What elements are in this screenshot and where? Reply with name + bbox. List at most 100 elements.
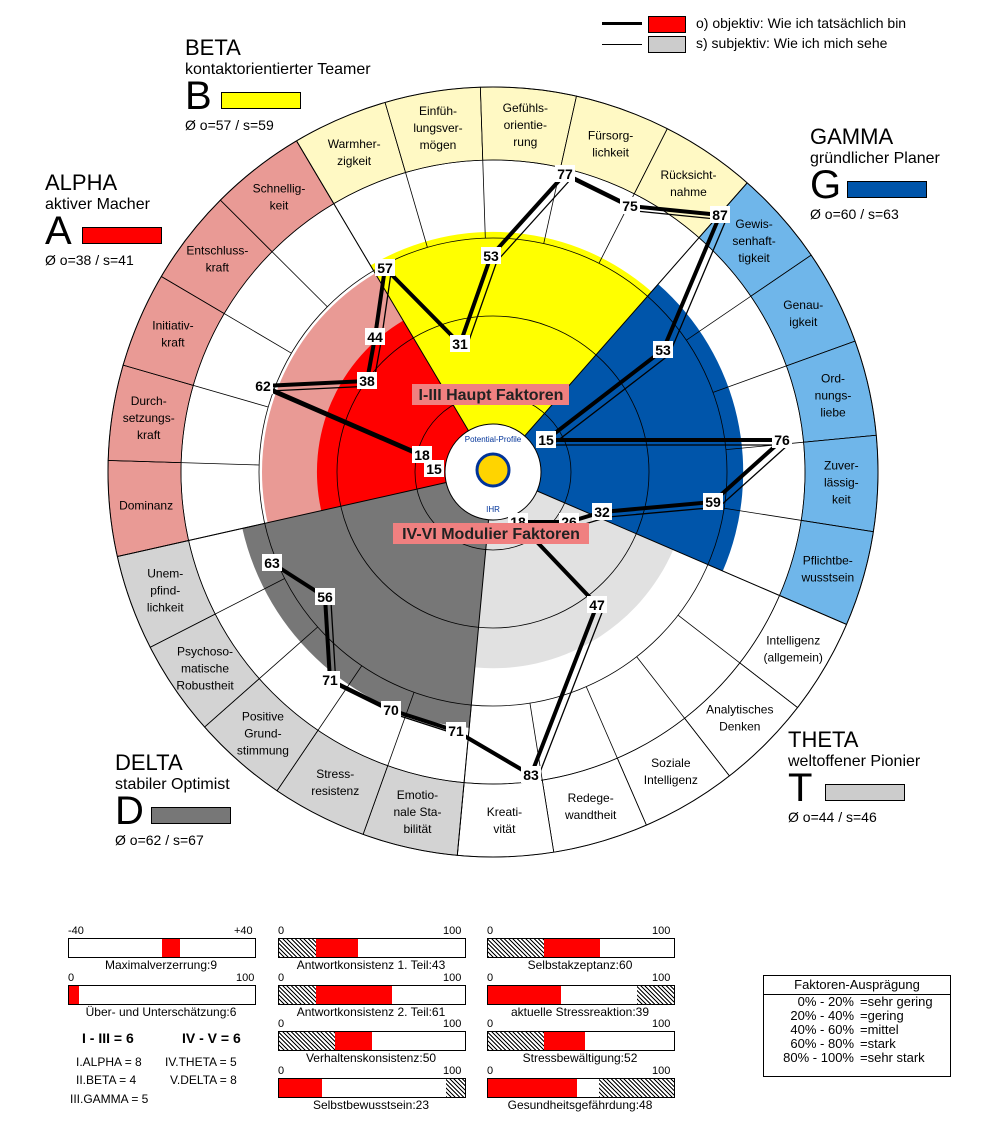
- value-label-bg: [262, 554, 282, 571]
- sector-label-line: Denken: [719, 720, 760, 734]
- sector-divider: [585, 686, 647, 826]
- faktoren-range: 20% - 40%: [790, 1008, 854, 1023]
- sector-label-line: Initiativ-: [152, 319, 193, 333]
- logo-sub: IHR: [486, 505, 500, 514]
- info-theta: IV.THETA = 5: [165, 1055, 237, 1069]
- group-name: GAMMA: [810, 124, 894, 149]
- group-average: Ø o=38 / s=41: [45, 252, 134, 268]
- scale-max: 100: [652, 1065, 671, 1077]
- group-swatch: [151, 807, 231, 824]
- value-label: 71: [322, 672, 338, 688]
- value-label-bg: [620, 197, 640, 214]
- value-label: 44: [367, 329, 383, 345]
- legend-subjective-line: [602, 44, 642, 45]
- value-label-bg: [555, 165, 575, 182]
- value-label-bg: [592, 503, 612, 520]
- sector-label: Entschluss-kraft: [186, 243, 248, 274]
- group-divider: [117, 482, 447, 558]
- group-subtitle: gründlicher Planer: [810, 150, 940, 167]
- ring: [336, 315, 650, 629]
- antwortkonsistenz-1-bar: [278, 938, 466, 958]
- sector-label: Genau-igkeit: [783, 298, 823, 329]
- sector-label-line: kraft: [137, 428, 161, 442]
- value-label: 57: [377, 260, 393, 276]
- sector-divider: [479, 87, 486, 239]
- faktoren-row: 60% - 80% =stark: [764, 1037, 950, 1051]
- group-beta: BETA kontaktorientierter Teamer B Ø o=57…: [185, 35, 425, 135]
- bar-fill: [488, 1079, 577, 1097]
- sector-divider: [712, 340, 856, 393]
- value-label-bg: [521, 766, 541, 783]
- value-label: 53: [483, 248, 499, 264]
- scale-max: 100: [652, 1018, 671, 1030]
- value-label-bg: [481, 247, 501, 264]
- sector-label: Durch-setzungs-kraft: [123, 394, 175, 442]
- sector-label-line: Einfüh-: [419, 104, 457, 118]
- sector-label-line: zigkeit: [337, 154, 372, 168]
- sector-divider: [123, 364, 269, 408]
- faktoren-row: 0% - 20% =sehr gering: [764, 995, 950, 1009]
- outer-ring: [107, 86, 879, 858]
- faktoren-row: 40% - 60% =mittel: [764, 1023, 950, 1037]
- verhaltenskonsistenz-label: Verhaltenskonsistenz:50: [305, 1051, 437, 1065]
- sector-label: Gewis-senhaft-tigkeit: [732, 217, 775, 265]
- sector-divider: [150, 578, 285, 648]
- sector-label-line: Soziale: [651, 756, 691, 770]
- scale-min: 0: [278, 925, 285, 937]
- value-label-bg: [450, 335, 470, 352]
- faktoren-meaning: =gering: [860, 1008, 904, 1023]
- sector-label-line: matische: [181, 661, 229, 675]
- info-left: I - III = 6: [82, 1030, 134, 1046]
- value-label-bg: [772, 431, 792, 448]
- sector-label: Emotio-nale Sta-bilität: [393, 788, 441, 836]
- logo-text: Potential-Profile: [465, 435, 522, 444]
- value-label: 47: [589, 597, 605, 613]
- value-label: 83: [523, 767, 539, 783]
- sector-label-line: pfind-: [150, 584, 180, 598]
- faktoren-row: 80% - 100% =sehr stark: [764, 1051, 950, 1065]
- scale-max: 100: [236, 972, 255, 984]
- sector-label: Intelligenz (allgemein): [764, 633, 823, 664]
- selbstakzeptanz-label: Selbstakzeptanz:60: [527, 958, 633, 972]
- sector-divider: [686, 254, 812, 341]
- maximalverzerrung-bar: [68, 938, 256, 958]
- group-delta: DELTA stabiler Optimist D Ø o=62 / s=67: [115, 750, 315, 860]
- scale-max: 100: [652, 925, 671, 937]
- sector-label-line: tigkeit: [738, 251, 770, 265]
- scale-min: 0: [487, 972, 494, 984]
- stressreaktion-bar: [487, 985, 675, 1005]
- info-alpha: I.ALPHA = 8: [76, 1055, 142, 1069]
- sector-label: Rücksicht-nahme: [660, 168, 716, 199]
- sector-label-line: Kreati-: [487, 805, 522, 819]
- group-swatch: [82, 227, 162, 244]
- sector-label-line: keit: [270, 198, 289, 212]
- stressbewaeltigung-bar: [487, 1031, 675, 1051]
- center-label-top-bg: [412, 384, 569, 405]
- sector-label-line: nungs-: [815, 388, 852, 402]
- sector-label-line: Zuver-: [824, 458, 859, 472]
- selbstbewusstsein-bar: [278, 1078, 466, 1098]
- sector-label: Zuver-lässig-keit: [824, 458, 859, 506]
- sector-label-line: Warmher-: [328, 137, 381, 151]
- faktoren-meaning: =sehr gering: [860, 994, 933, 1009]
- sector-label-line: Ord-: [821, 371, 845, 385]
- sector-label-line: Durch-: [131, 394, 167, 408]
- sector-label-line: (allgemein): [764, 650, 823, 664]
- scale-min: -40: [68, 925, 84, 937]
- group-name: DELTA: [115, 750, 183, 775]
- group-subtitle: weltoffener Pionier: [788, 753, 921, 770]
- legend-objective-swatch: [648, 16, 686, 33]
- value-label: 59: [705, 494, 721, 510]
- sector-label: Initiativ-kraft: [152, 319, 193, 350]
- group-letter: D: [115, 789, 144, 833]
- sector-label-line: liebe: [820, 405, 846, 419]
- value-label: 62: [255, 378, 271, 394]
- stressreaktion-label: aktuelle Stressreaktion:39: [510, 1005, 650, 1019]
- info-delta: V.DELTA = 8: [170, 1073, 237, 1087]
- stressbewaeltigung-label: Stressbewältigung:52: [522, 1051, 638, 1065]
- bar-hatch: [488, 939, 544, 957]
- sector-label-line: setzungs-: [123, 411, 175, 425]
- group-level-gamma: [524, 284, 744, 572]
- gesundheitsgefaehrdung-bar: [487, 1078, 675, 1098]
- sector-label-line: Redege-: [568, 791, 614, 805]
